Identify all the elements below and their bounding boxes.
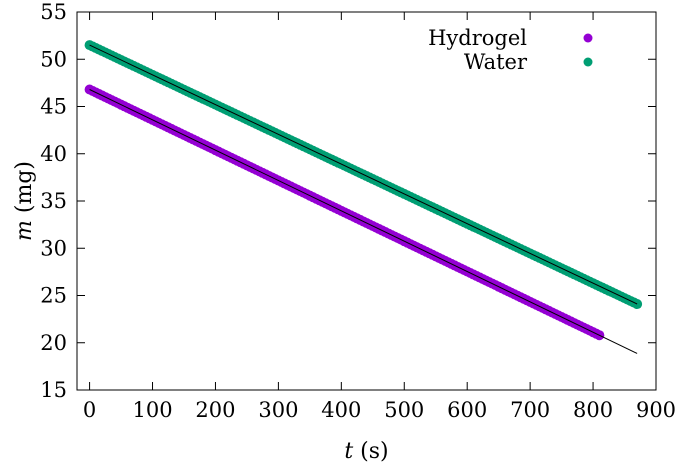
fit-lines bbox=[89, 44, 638, 354]
water-point bbox=[632, 299, 643, 310]
water-fit-line bbox=[89, 44, 638, 305]
y-tick-label-20: 20 bbox=[40, 331, 67, 355]
x-tick-label-100: 100 bbox=[132, 398, 172, 422]
y-axis-variable: m bbox=[12, 220, 37, 241]
x-tick-label-600: 600 bbox=[447, 398, 487, 422]
axes: 0 100 200 300 400 500 600 700 800 900 15 20 25 30 35 40… bbox=[40, 0, 676, 422]
y-tick-label-25: 25 bbox=[40, 284, 67, 308]
x-axis-label: t (s) bbox=[344, 439, 388, 464]
x-tick-label-400: 400 bbox=[321, 398, 361, 422]
x-tick-label-800: 800 bbox=[573, 398, 613, 422]
data-points bbox=[84, 40, 643, 341]
y-tick-label-30: 30 bbox=[40, 236, 67, 260]
y-tick-label-50: 50 bbox=[40, 47, 67, 71]
x-tick-label-0: 0 bbox=[83, 398, 96, 422]
y-tick-label-45: 45 bbox=[40, 95, 67, 119]
plot-frame bbox=[76, 11, 657, 391]
legend-marker-hydrogel bbox=[583, 33, 593, 43]
x-tick-label-200: 200 bbox=[195, 398, 235, 422]
x-tick-label-500: 500 bbox=[384, 398, 424, 422]
legend-label-hydrogel: Hydrogel bbox=[428, 26, 527, 50]
legend-marker-water bbox=[583, 57, 593, 67]
x-axis-variable: t bbox=[344, 439, 353, 464]
y-tick-label-40: 40 bbox=[40, 142, 67, 166]
x-tick-label-700: 700 bbox=[510, 398, 550, 422]
y-axis-unit: (mg) bbox=[12, 161, 37, 220]
axis-labels: t (s) m (mg) bbox=[12, 161, 389, 464]
y-tick-label-15: 15 bbox=[40, 378, 67, 402]
y-axis-label: m (mg) bbox=[12, 161, 37, 241]
y-tick-label-55: 55 bbox=[40, 0, 67, 24]
plot-border bbox=[76, 11, 657, 391]
x-tick-label-900: 900 bbox=[636, 398, 676, 422]
legend-label-water: Water bbox=[464, 50, 528, 74]
x-tick-label-300: 300 bbox=[258, 398, 298, 422]
y-tick-label-35: 35 bbox=[40, 189, 67, 213]
hydrogel-fit-line bbox=[89, 89, 638, 354]
x-axis-unit: (s) bbox=[353, 439, 388, 464]
